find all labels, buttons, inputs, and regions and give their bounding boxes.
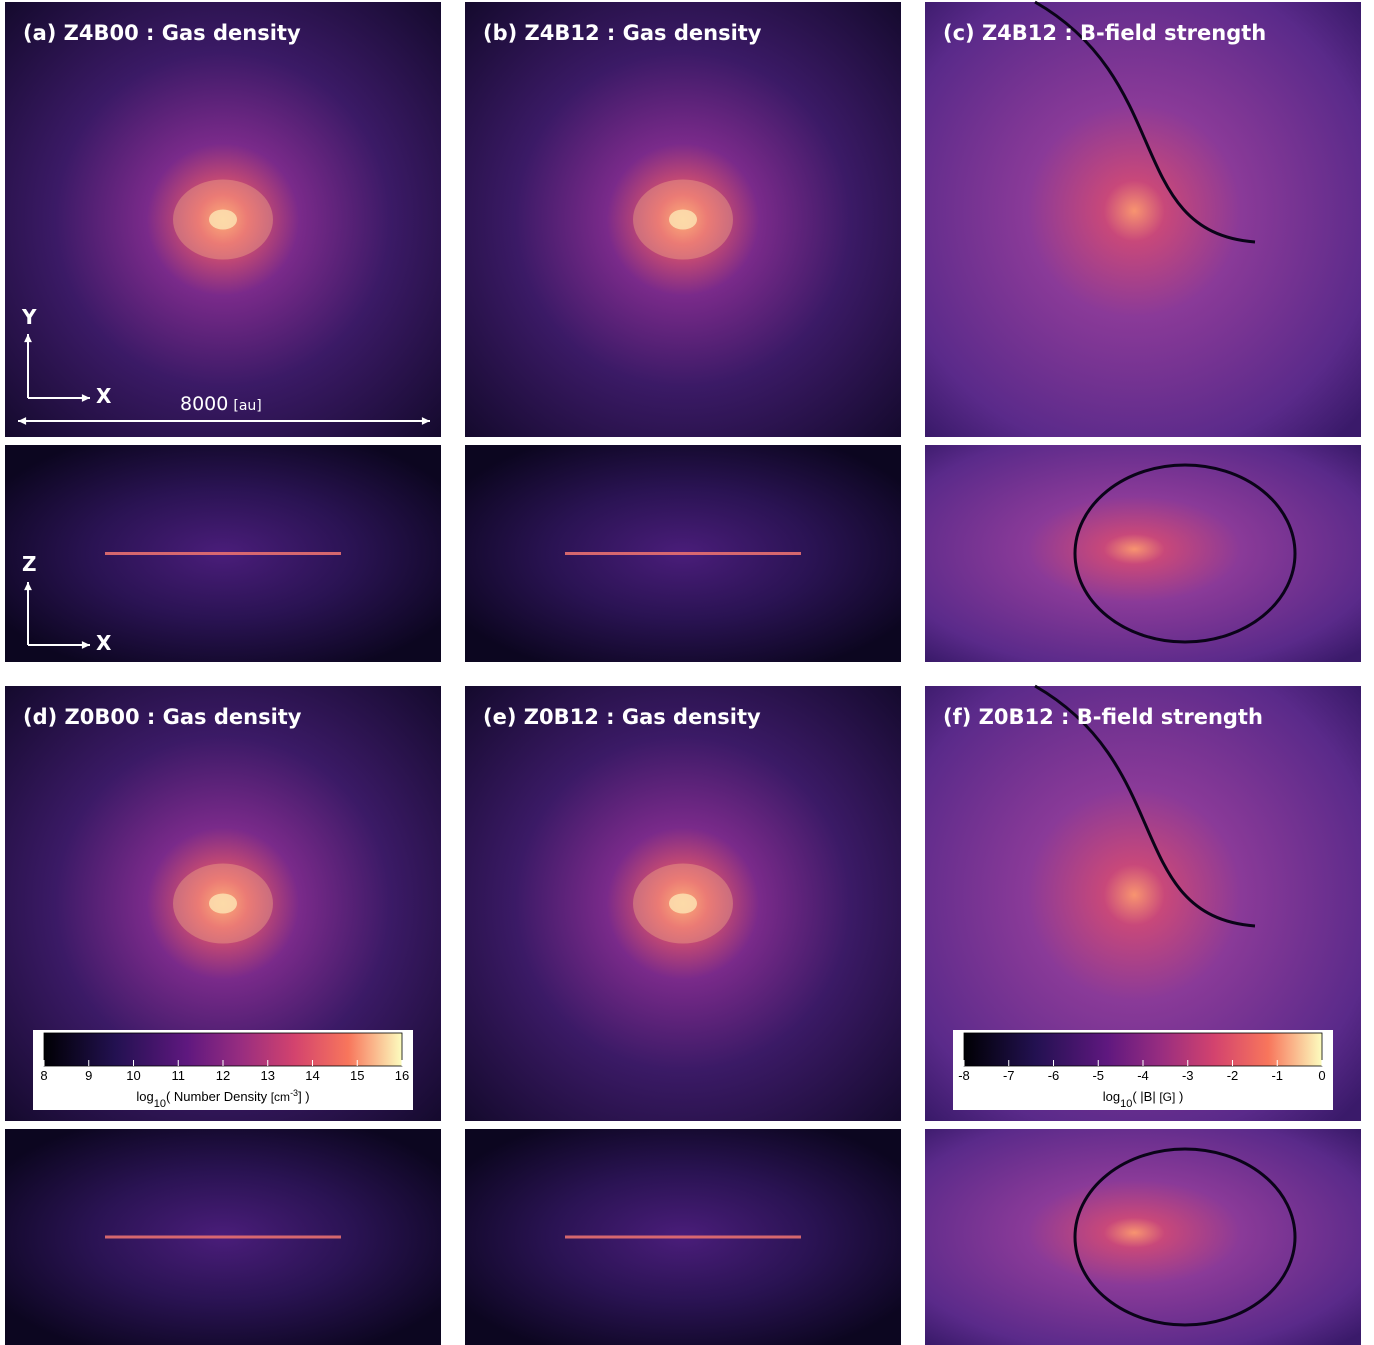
colorbar-tick-label: 16 xyxy=(395,1068,409,1083)
colorbar-label-part: 10 xyxy=(154,1098,166,1110)
core xyxy=(669,209,697,230)
colorbar-label-part: ) xyxy=(1175,1089,1183,1104)
colorbar-label-part: log xyxy=(136,1089,153,1104)
core xyxy=(209,893,237,914)
colorbar-tick-label: 11 xyxy=(172,1068,186,1083)
face-on-image xyxy=(925,2,1361,437)
colorbar-tick-label: 10 xyxy=(126,1068,140,1083)
scale-unit: [au] xyxy=(233,398,261,414)
colorbar-tick-label: 13 xyxy=(261,1068,275,1083)
colorbar-tick-label: -2 xyxy=(1227,1068,1239,1083)
panel-title: (c) Z4B12 : B-field strength xyxy=(943,21,1266,45)
colorbar-tick-label: -5 xyxy=(1092,1068,1104,1083)
colorbar-tick-label: -7 xyxy=(1003,1068,1015,1083)
colorbar-tick-label: -1 xyxy=(1271,1068,1283,1083)
axis-label: Y xyxy=(21,305,37,329)
axis-label: Z xyxy=(22,552,37,576)
disk xyxy=(105,1235,341,1239)
colorbar-tick-label: 9 xyxy=(85,1068,92,1083)
panel-title: (e) Z0B12 : Gas density xyxy=(483,705,761,729)
edge-on-image xyxy=(925,445,1361,662)
colorbar-tick-label: 8 xyxy=(40,1068,47,1083)
colorbar-tick-label: -3 xyxy=(1182,1068,1194,1083)
x-arrow-head xyxy=(81,394,90,402)
colorbar-label-part: ( Number Density xyxy=(166,1089,271,1104)
field-reversal xyxy=(1034,684,1256,928)
panel-title: (a) Z4B00 : Gas density xyxy=(23,21,301,45)
colorbar-label-part: 10 xyxy=(1120,1098,1132,1110)
colorbar-label-part: [cm xyxy=(271,1090,290,1104)
colorbar-tick-label: -8 xyxy=(958,1068,970,1083)
colorbar-tick-label: -6 xyxy=(1048,1068,1060,1083)
edge-on-image xyxy=(925,1129,1361,1345)
panel-title: (f) Z0B12 : B-field strength xyxy=(943,705,1263,729)
colorbar-label-part: [G] xyxy=(1159,1090,1175,1104)
disk xyxy=(565,552,801,555)
core xyxy=(209,209,237,230)
colorbar-tick-label: 14 xyxy=(305,1068,319,1083)
scale-value: 8000 xyxy=(180,393,228,415)
panel-title: (b) Z4B12 : Gas density xyxy=(483,21,762,45)
disk xyxy=(565,1235,801,1239)
axis-label: X xyxy=(96,384,112,408)
scale-arrow-head xyxy=(421,417,430,425)
colorbar-label: log10( |B| [G] ) xyxy=(1103,1089,1184,1110)
axis-label: X xyxy=(96,631,112,655)
colorbar-label-part: ] ) xyxy=(298,1089,310,1104)
x-arrow-head xyxy=(81,641,90,649)
scale-bar-label: 8000 [au] xyxy=(180,393,262,415)
bubble xyxy=(1073,1147,1297,1327)
field-reversal xyxy=(1034,0,1256,244)
z-arrow-head xyxy=(24,582,32,591)
core xyxy=(669,893,697,914)
bubble xyxy=(1073,463,1297,644)
colorbar-tick-label: -4 xyxy=(1137,1068,1149,1083)
disk xyxy=(105,552,341,555)
colorbar-label-part: log xyxy=(1103,1089,1120,1104)
colorbar-tick-label: 0 xyxy=(1318,1068,1325,1083)
colorbar-label: log10( Number Density [cm-3] ) xyxy=(136,1088,309,1110)
y-arrow-head xyxy=(24,334,32,343)
colorbar-tick-label: 15 xyxy=(350,1068,364,1083)
scale-arrow-head xyxy=(18,417,27,425)
colorbar-label-part: ( |B| xyxy=(1132,1089,1159,1104)
colorbar-label-part: -3 xyxy=(290,1088,298,1098)
panel-title: (d) Z0B00 : Gas density xyxy=(23,705,302,729)
colorbar-tick-label: 12 xyxy=(216,1068,230,1083)
